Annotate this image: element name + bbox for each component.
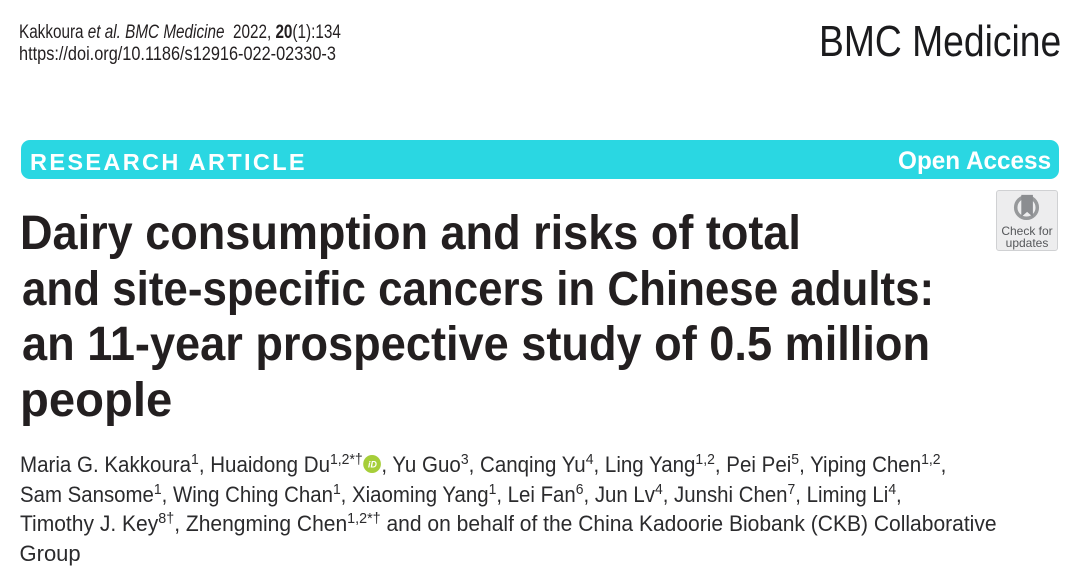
svg-text:iD: iD	[368, 459, 377, 469]
